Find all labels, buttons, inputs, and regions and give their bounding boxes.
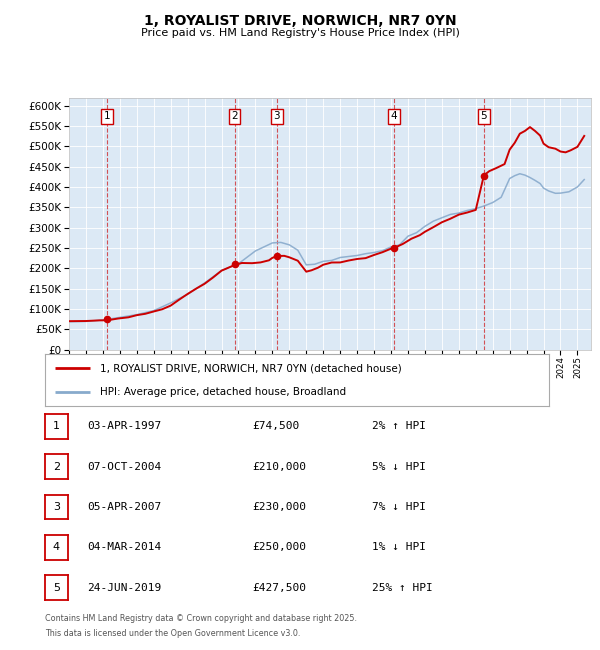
Text: 1% ↓ HPI: 1% ↓ HPI (372, 542, 426, 552)
Text: 4: 4 (53, 542, 60, 552)
Text: £74,500: £74,500 (252, 421, 299, 432)
Text: 04-MAR-2014: 04-MAR-2014 (87, 542, 161, 552)
Text: 2% ↑ HPI: 2% ↑ HPI (372, 421, 426, 432)
Text: £210,000: £210,000 (252, 462, 306, 472)
Text: 25% ↑ HPI: 25% ↑ HPI (372, 582, 433, 593)
Text: HPI: Average price, detached house, Broadland: HPI: Average price, detached house, Broa… (100, 387, 347, 397)
Text: 5% ↓ HPI: 5% ↓ HPI (372, 462, 426, 472)
Text: 5: 5 (53, 582, 60, 593)
Text: £427,500: £427,500 (252, 582, 306, 593)
Text: 1: 1 (104, 111, 110, 122)
Text: Contains HM Land Registry data © Crown copyright and database right 2025.: Contains HM Land Registry data © Crown c… (45, 614, 357, 623)
Text: 2: 2 (53, 462, 60, 472)
Text: 1, ROYALIST DRIVE, NORWICH, NR7 0YN (detached house): 1, ROYALIST DRIVE, NORWICH, NR7 0YN (det… (100, 363, 402, 373)
Text: 4: 4 (391, 111, 397, 122)
Text: £250,000: £250,000 (252, 542, 306, 552)
Text: 3: 3 (53, 502, 60, 512)
Text: 1: 1 (53, 421, 60, 432)
Text: 3: 3 (274, 111, 280, 122)
Text: This data is licensed under the Open Government Licence v3.0.: This data is licensed under the Open Gov… (45, 629, 301, 638)
Text: 03-APR-1997: 03-APR-1997 (87, 421, 161, 432)
Text: 07-OCT-2004: 07-OCT-2004 (87, 462, 161, 472)
Text: 2: 2 (231, 111, 238, 122)
Text: 5: 5 (481, 111, 487, 122)
Text: Price paid vs. HM Land Registry's House Price Index (HPI): Price paid vs. HM Land Registry's House … (140, 28, 460, 38)
Text: 24-JUN-2019: 24-JUN-2019 (87, 582, 161, 593)
Text: 05-APR-2007: 05-APR-2007 (87, 502, 161, 512)
Text: 7% ↓ HPI: 7% ↓ HPI (372, 502, 426, 512)
Text: 1, ROYALIST DRIVE, NORWICH, NR7 0YN: 1, ROYALIST DRIVE, NORWICH, NR7 0YN (143, 14, 457, 29)
Text: £230,000: £230,000 (252, 502, 306, 512)
